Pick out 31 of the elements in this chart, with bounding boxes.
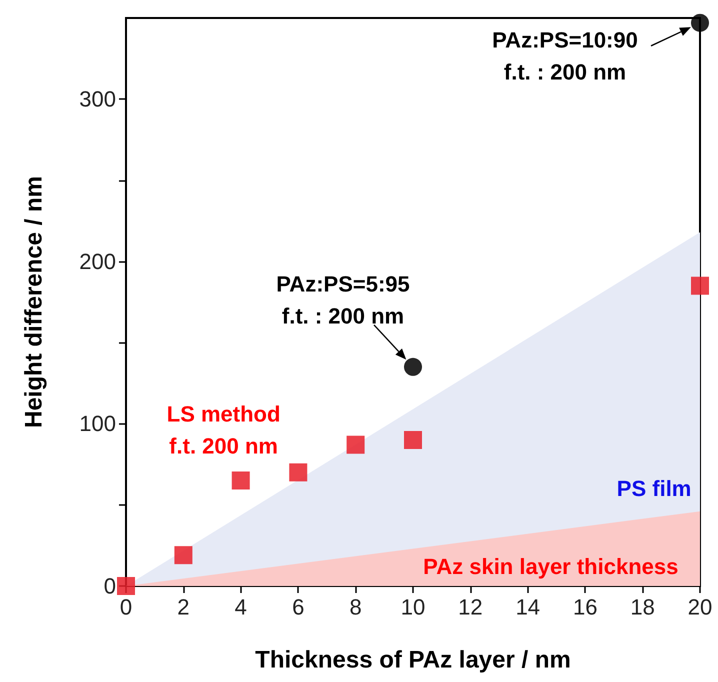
annotation: PAz:PS=10:90 f.t. : 200 nm	[492, 27, 638, 84]
y-tick-label: 0	[104, 574, 116, 598]
x-tick-label: 20	[688, 594, 712, 620]
point	[691, 276, 709, 295]
x-tick-label: 16	[572, 594, 598, 620]
x-tick-label: 12	[458, 594, 483, 620]
y-tick-label: 100	[79, 411, 116, 436]
x-tick-label: 6	[292, 594, 304, 620]
point	[404, 358, 422, 376]
annotation: PS film	[616, 476, 692, 502]
point	[289, 463, 308, 482]
x-tick-label: 18	[630, 594, 655, 620]
annotation: PAz:PS=5:95 f.t. : 200 nm	[276, 271, 410, 328]
x-tick-label: 10	[400, 594, 426, 620]
x-tick-label: 4	[234, 594, 247, 620]
x-axis-title: Thickness of PAz layer / nm	[255, 646, 571, 674]
y-axis-title: Height difference / nm	[20, 176, 48, 428]
point	[117, 577, 135, 595]
x-tick-label: 2	[177, 594, 190, 620]
x-tick-label: 14	[516, 594, 540, 620]
point	[404, 430, 422, 449]
y-tick-label: 200	[79, 248, 116, 274]
annotation: LS method f.t. 200 nm	[166, 402, 280, 459]
x-tick-label: 8	[349, 594, 362, 620]
y-tick-label: 300	[79, 86, 116, 112]
point	[691, 14, 709, 32]
annotation: PAz skin layer thickness	[423, 554, 678, 580]
point	[232, 472, 250, 490]
point	[174, 546, 192, 564]
point	[346, 436, 365, 454]
x-tick-label: 0	[120, 594, 132, 620]
